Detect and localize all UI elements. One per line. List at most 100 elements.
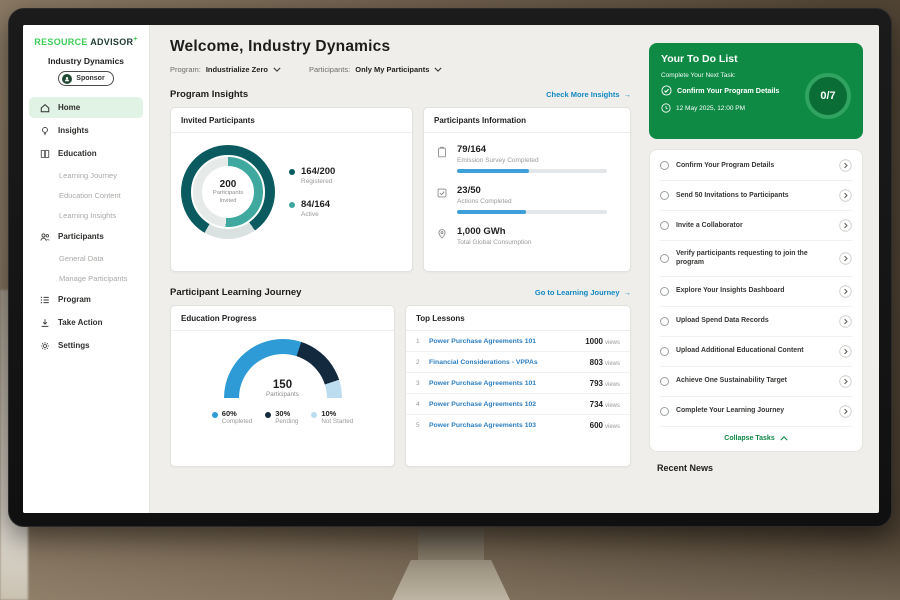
- lesson-row[interactable]: 5 Power Purchase Agreements 103 600 views: [406, 415, 630, 435]
- lesson-views-value: 600: [589, 420, 603, 430]
- chevron-right-icon[interactable]: [839, 159, 852, 172]
- chevron-up-icon: [780, 435, 788, 441]
- sidebar-item-home[interactable]: Home: [29, 97, 143, 118]
- task-row-achieve-target[interactable]: Achieve One Sustainability Target: [660, 367, 852, 397]
- stat-label: Emission Survey Completed: [457, 157, 539, 164]
- sidebar-item-take-action[interactable]: Take Action: [29, 312, 143, 333]
- lesson-row[interactable]: 2 Financial Considerations - VPPAs 803 vi…: [406, 352, 630, 373]
- task-label: Confirm Your Program Details: [676, 161, 775, 169]
- collapse-tasks-link[interactable]: Collapse Tasks: [660, 427, 852, 451]
- check-more-insights-link[interactable]: Check More Insights →: [546, 90, 631, 99]
- chevron-right-icon[interactable]: [839, 252, 852, 265]
- education-card-title: Education Progress: [171, 306, 394, 331]
- lesson-title-link[interactable]: Power Purchase Agreements 101: [429, 337, 537, 345]
- invited-card-title: Invited Participants: [171, 108, 412, 133]
- program-insights-heading: Program Insights: [170, 89, 249, 100]
- task-checkbox[interactable]: [660, 191, 669, 200]
- sidebar-item-participants[interactable]: Participants: [29, 226, 143, 247]
- legend-value: 30%: [275, 409, 291, 418]
- legend-value: 164/200: [301, 166, 336, 177]
- chevron-right-icon[interactable]: [839, 404, 852, 418]
- org-name: Industry Dynamics: [47, 56, 125, 66]
- task-row-invite-collaborator[interactable]: Invite a Collaborator: [660, 211, 852, 241]
- task-checkbox[interactable]: [660, 221, 669, 230]
- todo-subtitle: Complete Your Next Task:: [661, 72, 736, 79]
- task-checkbox[interactable]: [660, 161, 669, 170]
- chevron-right-icon[interactable]: [839, 374, 852, 388]
- task-checkbox[interactable]: [660, 406, 669, 416]
- legend-value: 60%: [221, 409, 237, 418]
- sidebar-item-learning-insights[interactable]: Learning Insights: [29, 206, 143, 224]
- legend-active: 84/164 Active: [289, 199, 335, 218]
- lesson-views-label: views: [604, 381, 620, 388]
- lesson-views-label: views: [604, 423, 620, 430]
- sidebar-item-label: Manage Participants: [59, 273, 128, 283]
- sidebar-item-education[interactable]: Education: [29, 143, 143, 164]
- main-content: Welcome, Industry Dynamics Program: Indu…: [150, 25, 647, 513]
- lesson-row[interactable]: 1 Power Purchase Agreements 101 1000 view…: [406, 331, 630, 352]
- donut-center-value: 200: [219, 179, 237, 191]
- task-label: Upload Additional Educational Content: [676, 347, 804, 355]
- lesson-title-link[interactable]: Power Purchase Agreements 103: [429, 421, 537, 429]
- info-card-body: 79/164 Emission Survey Completed 23/50 A…: [424, 133, 630, 269]
- task-row-complete-learning-journey[interactable]: Complete Your Learning Journey: [660, 397, 852, 427]
- program-filter-value: Industrialize Zero: [205, 65, 268, 74]
- chevron-right-icon[interactable]: [839, 284, 852, 298]
- sidebar-item-label: Insights: [58, 126, 89, 135]
- task-row-upload-educational-content[interactable]: Upload Additional Educational Content: [660, 337, 852, 367]
- task-row-confirm-program[interactable]: Confirm Your Program Details: [660, 151, 852, 181]
- lesson-row[interactable]: 3 Power Purchase Agreements 101 793 views: [406, 373, 630, 394]
- lesson-row[interactable]: 4 Power Purchase Agreements 102 734 views: [406, 394, 630, 415]
- sidebar-item-education-content[interactable]: Education Content: [29, 186, 143, 204]
- task-checkbox[interactable]: [660, 316, 669, 326]
- gauge-center-value: 150: [272, 379, 293, 391]
- chevron-right-icon[interactable]: [839, 344, 852, 358]
- learning-journey-cards: Education Progress 150 Participants: [170, 305, 631, 467]
- task-checkbox[interactable]: [660, 376, 669, 386]
- education-progress-card: Education Progress 150 Participants: [170, 305, 395, 467]
- check-more-insights-label: Check More Insights: [546, 90, 620, 99]
- chevron-right-icon[interactable]: [839, 189, 852, 202]
- task-label: Upload Spend Data Records: [676, 317, 769, 325]
- legend-dot: [211, 412, 218, 418]
- go-to-learning-journey-link[interactable]: Go to Learning Journey →: [535, 288, 631, 297]
- task-row-send-invitations[interactable]: Send 50 Invitations to Participants: [660, 181, 852, 211]
- lesson-title-link[interactable]: Power Purchase Agreements 101: [429, 379, 537, 387]
- task-row-upload-spend-data[interactable]: Upload Spend Data Records: [660, 307, 852, 337]
- task-row-explore-insights[interactable]: Explore Your Insights Dashboard: [660, 277, 852, 307]
- learning-journey-header: Participant Learning Journey Go to Learn…: [170, 287, 631, 298]
- todo-next-task-label: Confirm Your Program Details: [677, 86, 780, 95]
- legend-label: Active: [301, 211, 319, 218]
- sidebar-item-settings[interactable]: Settings: [29, 335, 143, 356]
- sidebar-item-general-data[interactable]: General Data: [29, 249, 143, 267]
- sidebar-item-label: Learning Journey: [59, 170, 117, 180]
- location-pin-icon: [438, 229, 446, 239]
- sidebar-item-manage-participants[interactable]: Manage Participants: [29, 269, 143, 287]
- lesson-title-link[interactable]: Financial Considerations - VPPAs: [429, 358, 538, 366]
- participants-filter-dropdown[interactable]: Participants: Only My Participants: [309, 65, 442, 74]
- task-row-verify-participants[interactable]: Verify participants requesting to join t…: [660, 241, 852, 277]
- task-label: Explore Your Insights Dashboard: [676, 287, 785, 295]
- arrow-right-icon: →: [623, 90, 632, 99]
- gauge-legend: 60% Completed 30% Pending: [211, 409, 353, 425]
- gauge-center: 150 Participants: [224, 379, 342, 398]
- chevron-right-icon[interactable]: [839, 314, 852, 328]
- task-label: Send 50 Invitations to Participants: [676, 191, 789, 199]
- sponsor-badge[interactable]: Sponsor: [58, 71, 114, 86]
- chevron-down-icon: [273, 67, 281, 72]
- program-filter-dropdown[interactable]: Program: Industrialize Zero: [170, 65, 281, 74]
- gear-icon: [40, 341, 50, 350]
- sidebar-item-label: Participants: [58, 232, 104, 241]
- sidebar-item-insights[interactable]: Insights: [29, 120, 143, 141]
- task-checkbox[interactable]: [660, 286, 669, 296]
- lesson-title-link[interactable]: Power Purchase Agreements 102: [429, 400, 537, 408]
- legend-pending: 30% Pending: [265, 409, 298, 425]
- people-icon: [40, 233, 50, 241]
- chevron-right-icon[interactable]: [839, 219, 852, 232]
- stat-actions-completed: 23/50 Actions Completed: [436, 185, 618, 214]
- sidebar-item-program[interactable]: Program: [29, 289, 143, 310]
- task-checkbox[interactable]: [660, 346, 669, 356]
- todo-next-task[interactable]: Confirm Your Program Details: [661, 85, 801, 96]
- sidebar-item-learning-journey[interactable]: Learning Journey: [29, 166, 143, 184]
- task-checkbox[interactable]: [660, 253, 669, 263]
